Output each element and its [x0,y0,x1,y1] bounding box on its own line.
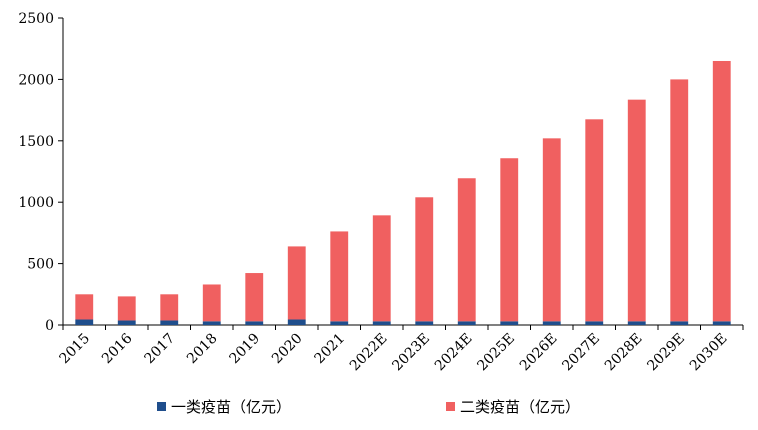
bar-series-2-2018 [202,284,221,322]
x-axis: 2015 2016 2017 2018 2019 2020 20212022E2023E20… [57,324,744,375]
bar-series-1-2015 [75,319,94,325]
bar-series-1-2027E [585,321,604,325]
bar-series-1-2028E [627,321,646,325]
x-tick-label: 2027E [559,331,603,375]
x-tick-label: 2022E [347,331,391,375]
y-tick-label: 500 [27,257,54,273]
legend-swatch-series-1 [157,402,166,411]
x-tick-label: 2029E [644,331,688,375]
bar-series-1-2021 [330,321,349,325]
legend-swatch-series-2 [446,402,455,411]
bar-series-1-2029E [670,321,689,325]
bar-series-2-2025E [500,158,519,322]
bar-series-1-2026E [542,321,561,325]
x-tick-label: 2028E [602,331,646,375]
y-axis: 0 500 1000 1500 2000 2500 [18,11,64,334]
bar-series-2-2023E [415,197,434,322]
bar-series-2-2024E [457,178,476,322]
y-tick-label: 0 [45,318,54,334]
bar-series-2-2020 [287,246,306,320]
bar-series-1-2024E [457,321,476,325]
bar-series-2-2016 [117,296,136,321]
bar-series-2-2029E [670,79,689,322]
bar-series-1-2016 [117,320,136,325]
bar-series-2-2019 [245,273,264,322]
x-tick-label: 2026E [517,331,561,375]
y-tick-label: 1500 [18,134,54,150]
x-tick-label: 2021 [312,331,349,368]
x-tick-label: 2025E [474,331,518,375]
y-tick-label: 1000 [18,195,54,211]
bar-series-1-2020 [287,319,306,325]
legend-item-series-2: 二类疫苗（亿元） [446,396,580,417]
y-tick-label: 2000 [18,72,54,88]
legend-label-series-1: 一类疫苗（亿元） [171,398,292,416]
x-tick-label: 2030E [687,331,731,375]
x-tick-label: 2018 [184,331,221,368]
bar-series-2-2021 [330,231,349,322]
bars [75,60,731,325]
x-tick-label: 2024E [432,331,476,375]
legend-item-series-1: 一类疫苗（亿元） [157,396,291,417]
bar-series-2-2027E [585,119,604,322]
bar-series-1-2025E [500,321,519,325]
bar-series-2-2017 [160,294,179,321]
y-tick-label: 2500 [18,11,54,27]
bar-series-1-2030E [712,321,731,325]
bar-series-2-2026E [542,138,561,322]
x-tick-label: 2016 [99,330,136,367]
x-tick-label: 2015 [57,331,94,368]
bar-series-2-2028E [627,99,646,322]
legend-label-series-2: 二类疫苗（亿元） [460,398,581,416]
bar-series-2-2015 [75,294,94,320]
bar-series-1-2017 [160,320,179,325]
x-tick-label: 2023E [389,331,433,375]
x-tick-label: 2019 [227,331,264,368]
x-tick-label: 2020 [269,331,306,368]
bar-series-1-2022E [372,321,391,325]
bar-series-2-2022E [372,215,391,322]
bar-series-1-2018 [202,321,221,325]
bar-series-2-2030E [712,60,731,322]
bar-series-1-2019 [245,321,264,325]
x-tick-label: 2017 [142,331,179,368]
bar-series-1-2023E [415,321,434,325]
